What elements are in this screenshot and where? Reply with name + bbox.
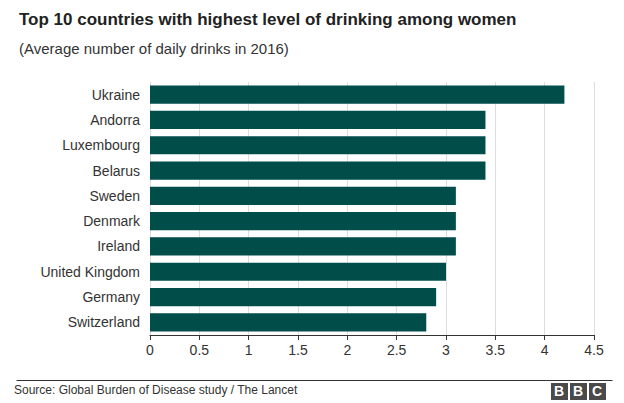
- svg-text:0: 0: [146, 342, 154, 358]
- svg-text:2: 2: [343, 342, 351, 358]
- svg-text:Ireland: Ireland: [97, 238, 140, 254]
- svg-text:Sweden: Sweden: [89, 188, 140, 204]
- svg-text:1.5: 1.5: [288, 342, 308, 358]
- svg-text:Denmark: Denmark: [83, 213, 141, 229]
- svg-text:Top 10 countries with highest: Top 10 countries with highest level of d…: [19, 10, 516, 29]
- svg-text:(Average number of daily drink: (Average number of daily drinks in 2016): [19, 40, 289, 57]
- svg-text:3.5: 3.5: [486, 342, 506, 358]
- svg-text:B: B: [554, 383, 564, 399]
- svg-text:2.5: 2.5: [387, 342, 407, 358]
- svg-text:Andorra: Andorra: [90, 112, 140, 128]
- svg-text:Luxembourg: Luxembourg: [62, 137, 140, 153]
- svg-text:Belarus: Belarus: [93, 163, 140, 179]
- svg-text:United Kingdom: United Kingdom: [40, 264, 140, 280]
- svg-text:Source: Global Burden of Disea: Source: Global Burden of Disease study /…: [14, 383, 298, 397]
- svg-text:3: 3: [442, 342, 450, 358]
- svg-text:C: C: [592, 383, 602, 399]
- svg-text:Germany: Germany: [82, 289, 140, 305]
- svg-text:Ukraine: Ukraine: [92, 87, 140, 103]
- svg-text:0.5: 0.5: [190, 342, 210, 358]
- svg-text:Switzerland: Switzerland: [68, 314, 140, 330]
- svg-text:B: B: [573, 383, 583, 399]
- svg-text:1: 1: [245, 342, 253, 358]
- svg-text:4: 4: [541, 342, 549, 358]
- svg-text:4.5: 4.5: [584, 342, 604, 358]
